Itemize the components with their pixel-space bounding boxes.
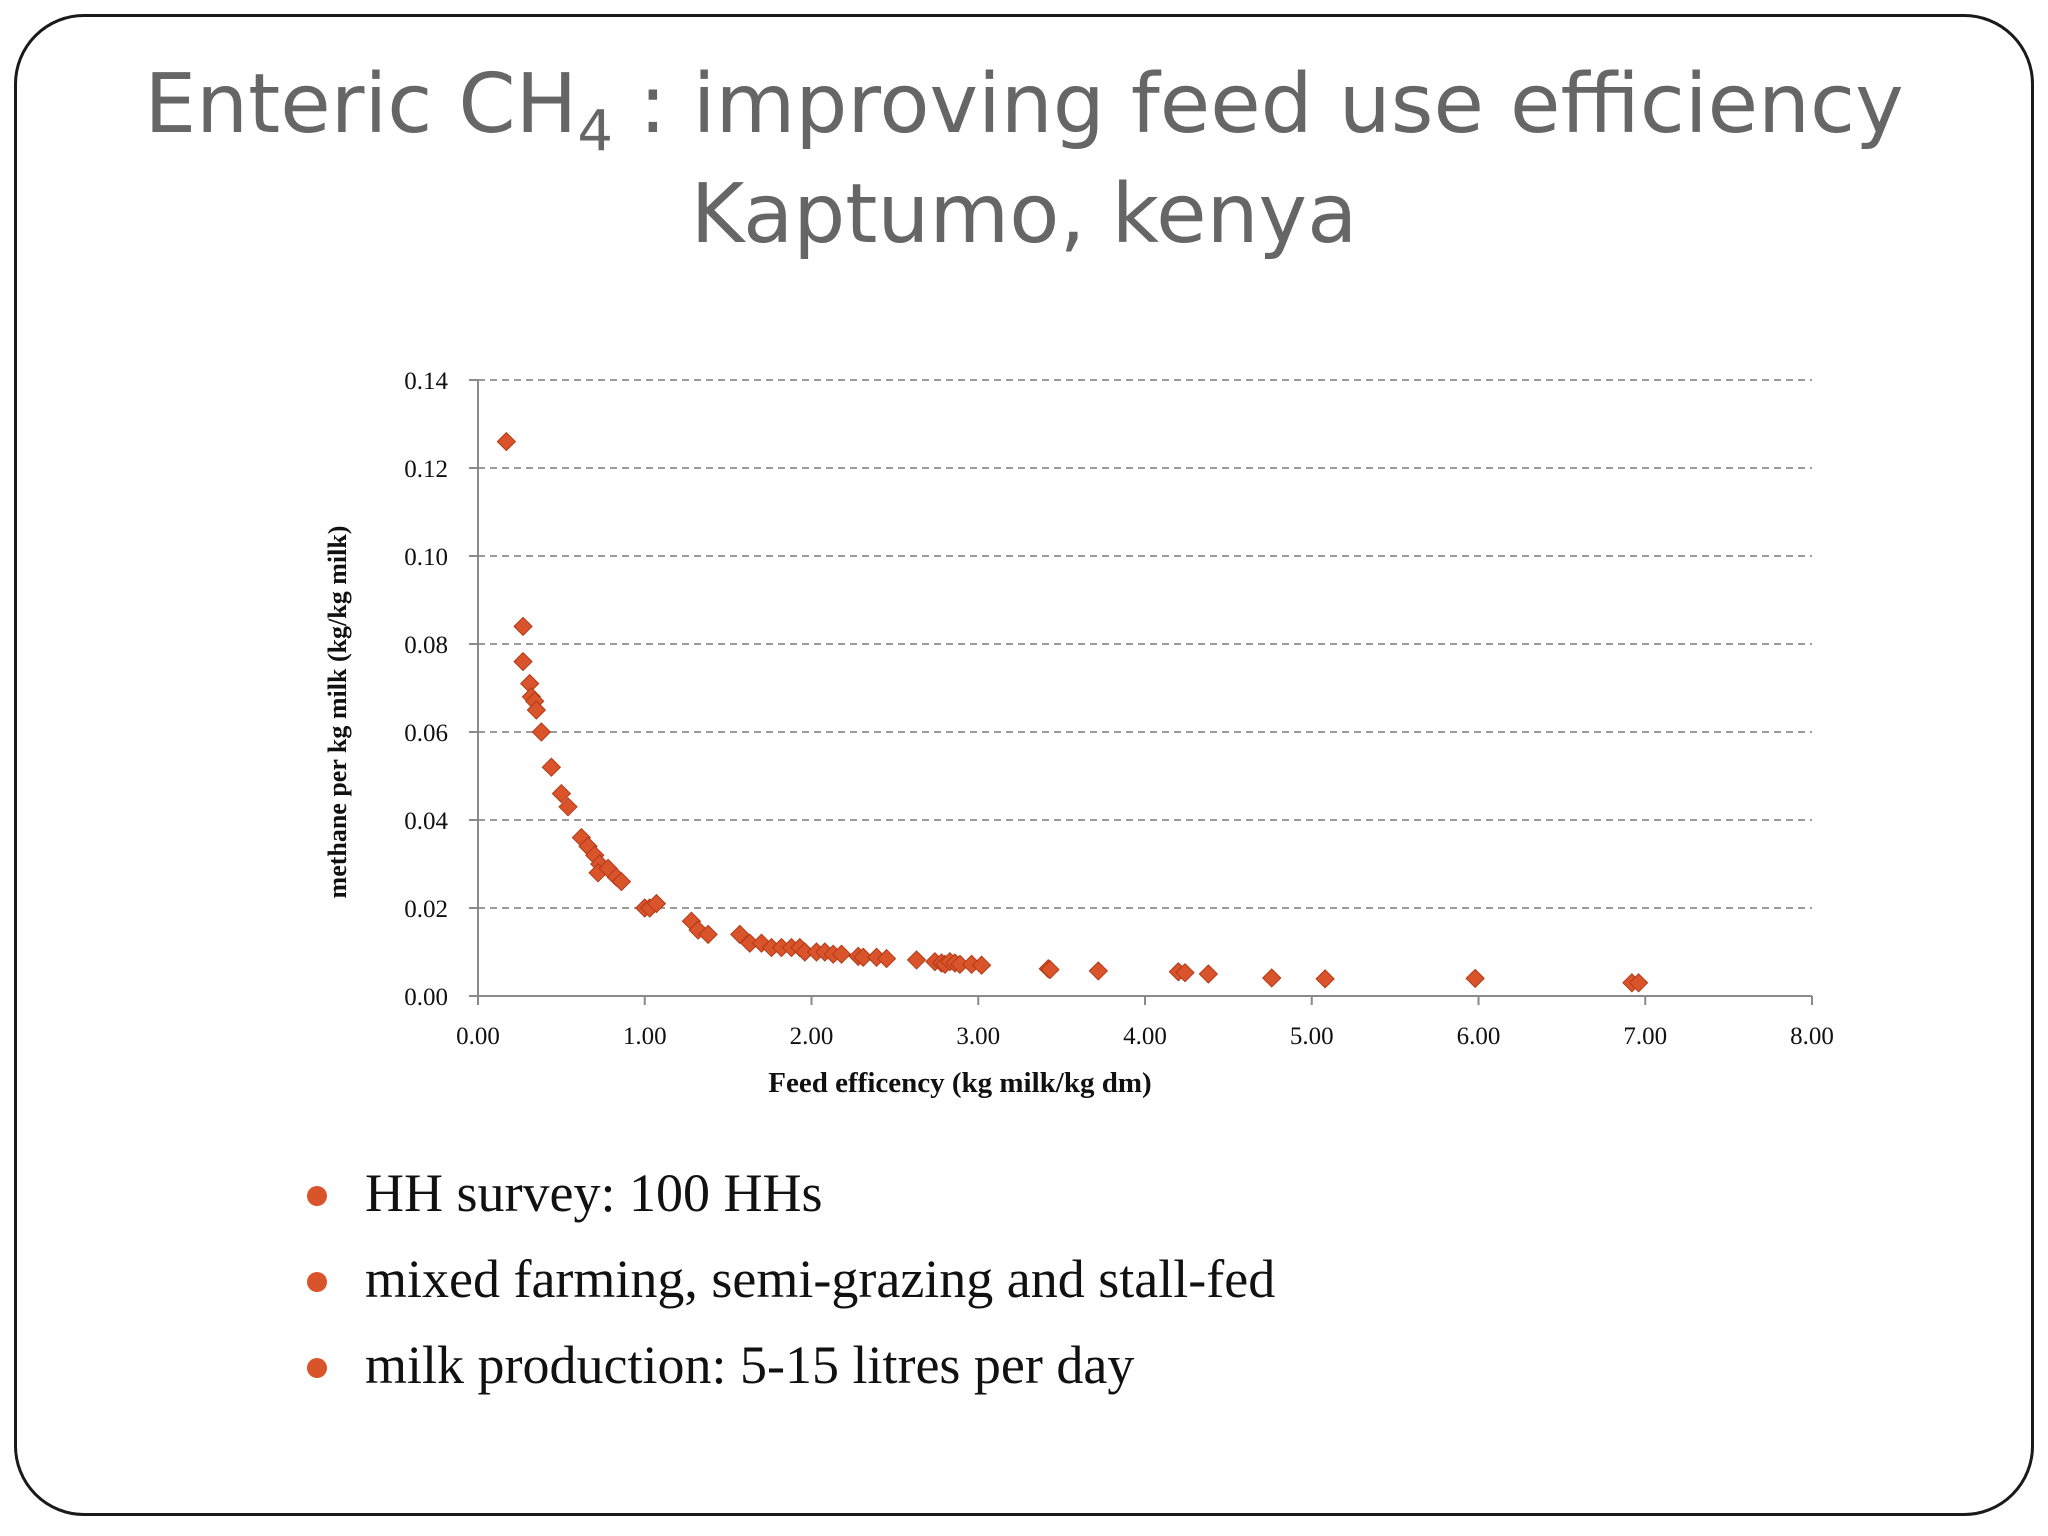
bullet-text: mixed farming, semi-grazing and stall-fe… [365,1249,1276,1309]
y-axis-label: methane per kg milk (kg/kg milk) [323,526,352,899]
slide-subtitle: Kaptumo, kenya [690,167,1358,262]
axis-ticks [469,379,1813,1005]
data-point [646,893,667,914]
data-point [971,955,992,975]
data-point [611,871,632,892]
slide-frame [14,14,2034,1516]
data-point [1175,962,1195,983]
data-points [496,431,1649,993]
x-axis-label: Feed efficency (kg milk/kg dm) [768,1067,1151,1099]
grid-lines [478,379,1812,909]
data-point [1628,973,1649,993]
title-main: Enteric CH [144,57,578,152]
data-point [526,700,547,720]
x-tick-label: 0.00 [456,1023,500,1050]
data-point [831,944,852,964]
data-point [730,924,750,945]
x-tick-label: 4.00 [1123,1023,1167,1050]
x-tick-labels: 0.00 1.00 2.00 3.00 4.00 5.00 6.00 7.00 8.00 [456,1023,1834,1050]
y-tick-label: 0.14 [404,368,448,395]
x-tick-label: 1.00 [623,1023,667,1050]
data-point [551,783,572,804]
data-point [1088,961,1109,981]
bullet-item: milk production: 5-15 litres per day [305,1332,1275,1418]
scatter-chart: 0.00 0.02 0.04 0.06 0.08 0.10 0.12 0.14 0.00 1.0… [323,368,1834,1099]
y-tick-label: 0.06 [404,720,448,747]
y-tick-label: 0.02 [404,896,448,923]
bullet-item: mixed farming, semi-grazing and stall-fe… [305,1246,1275,1332]
bullet-dot [307,1358,327,1378]
data-point [531,722,552,742]
title-subscript: 4 [577,99,613,164]
y-tick-label: 0.12 [404,456,448,483]
x-tick-label: 6.00 [1457,1023,1501,1050]
slide-title: Enteric CH4 : improving feed use efficie… [0,55,2048,160]
y-tick-label: 0.08 [404,632,448,659]
data-point [558,797,578,817]
data-point [1315,969,1335,989]
data-point [876,948,897,969]
x-tick-label: 7.00 [1623,1023,1667,1050]
data-point [541,757,562,777]
data-point [513,616,533,637]
data-point [1040,959,1060,980]
data-point [1262,968,1282,988]
data-point [513,651,533,672]
data-point [1465,968,1485,989]
x-tick-label: 5.00 [1290,1023,1334,1050]
bullet-text: milk production: 5-15 litres per day [365,1335,1135,1395]
data-point [1198,964,1219,984]
x-tick-label: 8.00 [1790,1023,1834,1050]
bullet-list: HH survey: 100 HHs mixed farming, semi-g… [305,1160,1275,1418]
data-point [906,950,927,970]
x-tick-label: 3.00 [956,1023,1000,1050]
y-tick-label: 0.04 [404,808,448,835]
x-tick-label: 2.00 [790,1023,834,1050]
y-tick-label: 0.00 [404,984,448,1011]
bullet-dot [307,1272,327,1292]
bullet-dot [307,1186,327,1206]
data-point [853,947,873,967]
bullet-text: HH survey: 100 HHs [365,1163,823,1223]
data-point [698,924,718,945]
y-tick-labels: 0.00 0.02 0.04 0.06 0.08 0.10 0.12 0.14 [404,368,448,1011]
bullet-item: HH survey: 100 HHs [305,1160,1275,1246]
y-tick-label: 0.10 [404,544,448,571]
title-rest: : improving feed use efficiency [612,57,1904,152]
data-point [496,431,517,452]
